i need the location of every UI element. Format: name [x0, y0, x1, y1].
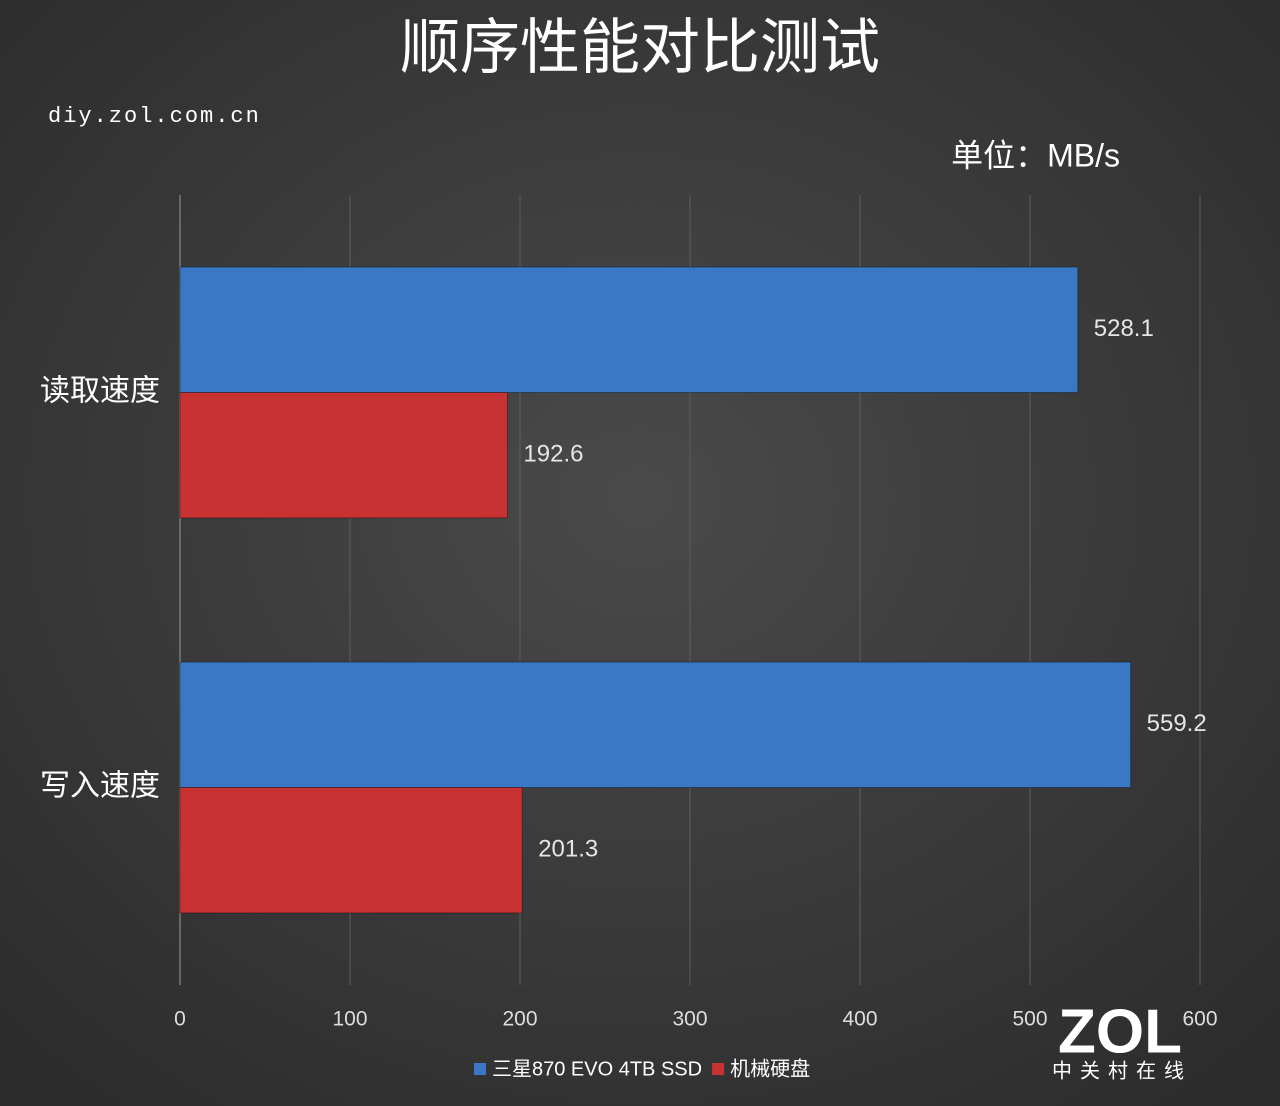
legend-label: 三星870 EVO 4TB SSD: [492, 1058, 702, 1080]
legend-swatch: [712, 1063, 725, 1075]
legend-swatch: [474, 1063, 486, 1075]
value-label: 559.2: [1147, 710, 1207, 737]
x-tick-label: 100: [332, 1008, 367, 1031]
bar: [179, 392, 508, 519]
bar: [179, 787, 523, 914]
x-tick-label: 400: [842, 1008, 877, 1031]
value-label: 528.1: [1094, 315, 1154, 342]
logo: ZOL: [1058, 997, 1182, 1066]
chart-title: 顺序性能对比测试: [400, 14, 880, 81]
bar: [179, 266, 1079, 393]
x-tick-label: 500: [1012, 1008, 1047, 1031]
y-tick-label: 读取速度: [40, 374, 160, 407]
value-label: 201.3: [538, 836, 598, 863]
x-tick-label: 0: [174, 1008, 186, 1031]
legend-label: 机械硬盘: [730, 1057, 810, 1080]
x-tick-label: 600: [1182, 1008, 1217, 1031]
unit-label: 单位：MB/s: [951, 137, 1120, 173]
bar: [179, 661, 1132, 789]
x-tick-label: 200: [502, 1008, 537, 1031]
value-label: 192.6: [523, 441, 583, 468]
y-tick-label: 写入速度: [40, 769, 160, 802]
subtitle: diy.zol.com.cn: [48, 104, 261, 129]
x-tick-label: 300: [672, 1008, 707, 1031]
logo-text: 中关村在线: [1052, 1059, 1192, 1082]
